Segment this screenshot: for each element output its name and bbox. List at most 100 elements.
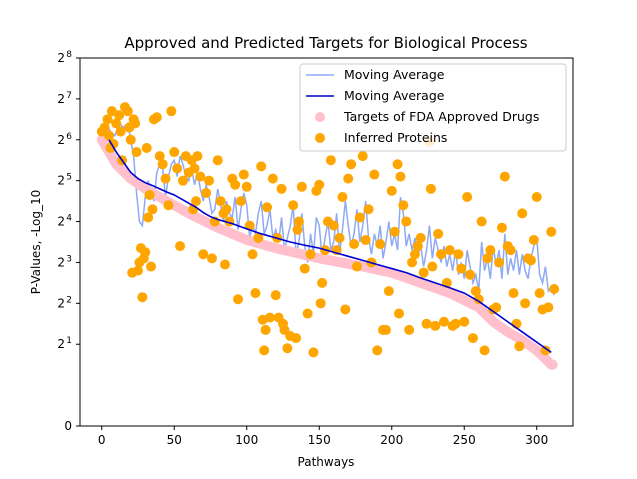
inferred-protein-point: [238, 169, 249, 180]
plot-frame: [79, 57, 574, 427]
inferred-protein-point: [260, 324, 271, 335]
inferred-protein-point: [169, 147, 180, 158]
inferred-protein-point: [264, 312, 275, 323]
inferred-protein-point: [357, 151, 368, 162]
legend-label-moving-average-dark: Moving Average: [344, 88, 445, 103]
inferred-protein-point: [450, 318, 461, 329]
inferred-protein-point: [534, 288, 545, 299]
inferred-protein-point: [177, 175, 188, 186]
y-tick-label: 2: [57, 174, 65, 188]
y-tick-exponent: 2: [66, 295, 72, 305]
inferred-protein-point: [288, 200, 299, 211]
inferred-proteins-series: [96, 102, 560, 358]
inferred-protein-point: [375, 239, 386, 250]
inferred-protein-point: [198, 249, 209, 260]
inferred-protein-point: [401, 216, 412, 227]
y-axis: 02 12 22 32 42 52 62 72 8: [57, 50, 80, 433]
inferred-protein-point: [392, 159, 403, 170]
inferred-protein-point: [430, 320, 441, 331]
x-axis-label: Pathways: [298, 455, 355, 469]
moving-average-dark-series: [108, 139, 552, 354]
inferred-protein-point: [133, 265, 143, 276]
inferred-protein-point: [130, 118, 141, 129]
x-tick-label: 200: [380, 433, 403, 447]
inferred-protein-point: [215, 196, 226, 207]
inferred-protein-point: [491, 302, 502, 313]
inferred-protein-point: [296, 181, 307, 192]
inferred-protein-point: [212, 155, 223, 166]
inferred-protein-point: [543, 302, 554, 313]
inferred-protein-point: [351, 261, 362, 272]
x-tick-label: 100: [235, 433, 258, 447]
inferred-protein-point: [235, 196, 246, 207]
x-tick-label: 150: [308, 433, 331, 447]
inferred-protein-point: [531, 192, 542, 203]
inferred-protein-point: [470, 286, 481, 297]
inferred-protein-point: [115, 126, 126, 137]
inferred-protein-point: [485, 245, 496, 256]
inferred-protein-point: [517, 208, 528, 219]
inferred-protein-point: [546, 226, 557, 237]
inferred-protein-point: [143, 212, 154, 223]
inferred-protein-point: [456, 263, 467, 274]
inferred-protein-point: [175, 241, 186, 252]
legend-label-moving-average-light: Moving Average: [344, 67, 445, 82]
inferred-protein-point: [144, 189, 155, 200]
x-axis: 0 50 100 150 200 250 300: [98, 426, 548, 447]
inferred-protein-point: [354, 212, 365, 223]
inferred-protein-point: [106, 106, 117, 117]
inferred-protein-point: [415, 232, 426, 243]
inferred-protein-point: [473, 294, 484, 305]
y-tick-exponent: 4: [66, 214, 72, 224]
y-tick-exponent: 7: [66, 91, 72, 101]
inferred-protein-point: [131, 147, 142, 158]
inferred-protein-point: [325, 155, 336, 166]
inferred-protein-point: [125, 134, 136, 145]
inferred-protein-point: [438, 316, 449, 327]
inferred-protein-point: [191, 196, 201, 207]
y-tick-exponent: 1: [66, 336, 72, 346]
inferred-protein-point: [372, 345, 383, 356]
inferred-protein-point: [308, 347, 319, 358]
inferred-protein-point: [427, 261, 438, 272]
inferred-protein-point: [328, 220, 339, 231]
inferred-protein-point: [160, 173, 171, 184]
inferred-protein-point: [340, 304, 351, 315]
y-tick-exponent: 6: [66, 132, 72, 142]
y-tick-label: 2: [57, 133, 65, 147]
inferred-protein-point: [189, 163, 200, 174]
legend-swatch-inferred-proteins: [315, 133, 325, 143]
inferred-protein-point: [404, 324, 415, 335]
inferred-protein-point: [166, 106, 177, 117]
inferred-protein-point: [157, 159, 168, 170]
inferred-protein-point: [444, 245, 455, 256]
inferred-protein-point: [111, 118, 122, 129]
inferred-protein-point: [436, 249, 447, 260]
inferred-protein-point: [259, 345, 270, 356]
inferred-protein-point: [421, 318, 432, 329]
inferred-protein-point: [122, 106, 133, 117]
inferred-protein-point: [195, 171, 206, 182]
legend-box: [299, 63, 567, 152]
inferred-protein-point: [540, 345, 551, 356]
y-tick-label: 2: [57, 337, 65, 351]
inferred-protein-point: [499, 171, 510, 182]
inferred-protein-point: [102, 114, 113, 125]
x-tick-label: 0: [98, 433, 106, 447]
inferred-protein-point: [114, 110, 125, 121]
inferred-protein-point: [389, 226, 400, 237]
inferred-protein-point: [433, 228, 444, 239]
legend-label-inferred-proteins: Inferred Proteins: [344, 130, 447, 145]
legend: Moving Average Moving Average Targets of…: [299, 63, 567, 152]
inferred-protein-point: [250, 288, 261, 299]
inferred-protein-point: [204, 175, 215, 186]
inferred-protein-point: [299, 263, 310, 274]
fda-target-point: [547, 359, 558, 370]
inferred-protein-point: [302, 308, 313, 319]
inferred-protein-point: [315, 298, 326, 309]
inferred-protein-point: [291, 333, 302, 344]
inferred-protein-point: [253, 232, 264, 243]
inferred-protein-point: [528, 234, 539, 245]
inferred-protein-point: [146, 261, 157, 272]
inferred-protein-point: [282, 343, 293, 354]
